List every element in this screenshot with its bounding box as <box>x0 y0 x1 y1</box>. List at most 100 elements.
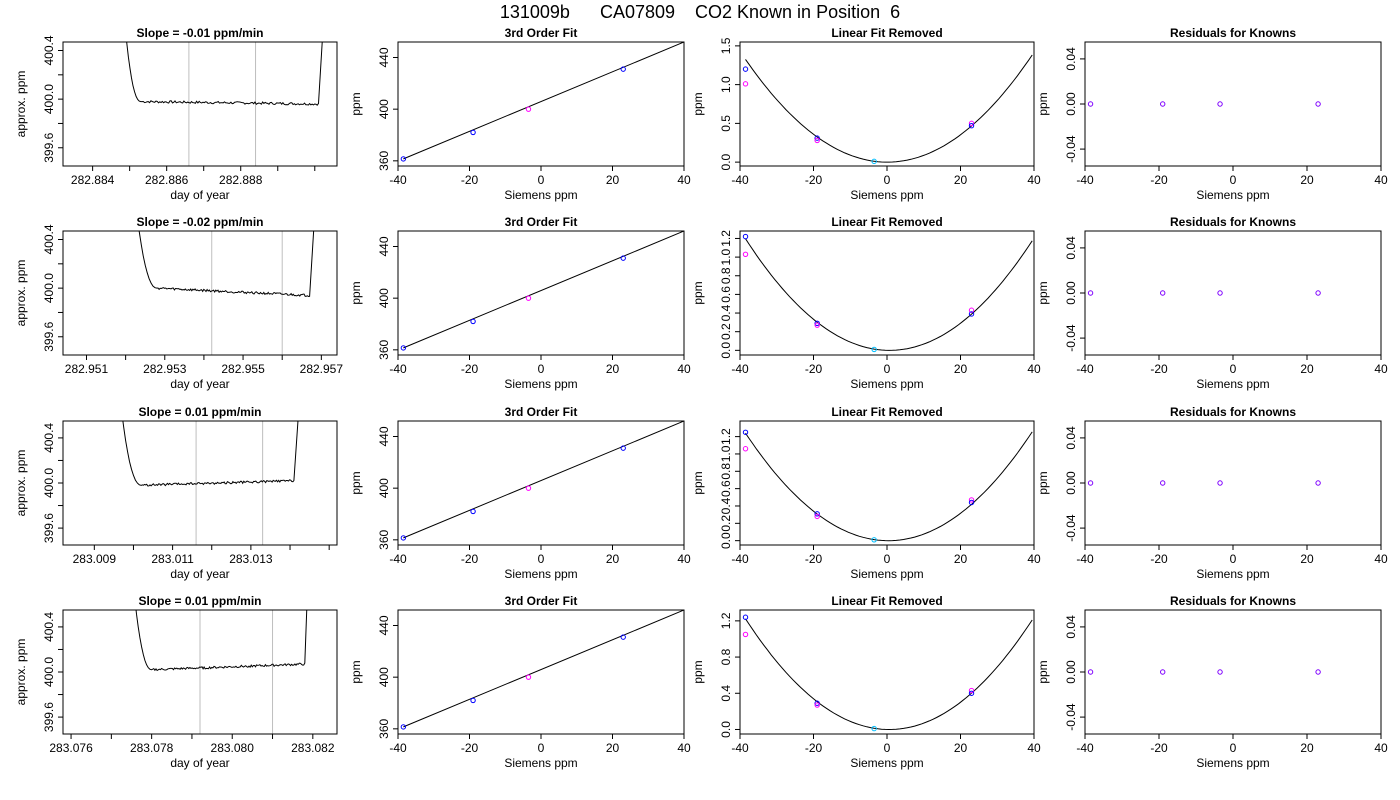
panel-title: Linear Fit Removed <box>831 215 942 229</box>
panel-fit-1: -40 -20 0 20 40 360 400 440 3rd Order Fit Siemens… <box>349 26 691 202</box>
x-axis-label: Siemens ppm <box>1196 567 1269 581</box>
fit-curve <box>745 238 1033 351</box>
y-tick-label: 0.00 <box>1064 92 1078 116</box>
x-axis-label: day of year <box>170 567 229 581</box>
x-tick-label: 0 <box>884 173 891 187</box>
y-axis-label: ppm <box>349 471 363 494</box>
y-axis-label: ppm <box>1036 92 1050 115</box>
data-point <box>968 120 975 127</box>
x-tick-label: 0 <box>538 552 545 566</box>
x-axis-label: Siemens ppm <box>504 377 577 391</box>
x-tick-label: 40 <box>1027 362 1041 376</box>
plot-area <box>742 429 1033 543</box>
panel-title: Residuals for Knowns <box>1170 215 1296 229</box>
y-tick-label: 1.5 <box>719 37 733 54</box>
data-point <box>871 725 877 732</box>
data-point <box>814 320 820 327</box>
data-point <box>400 156 407 162</box>
x-tick-label: -40 <box>1076 552 1094 566</box>
y-tick-label: 440 <box>377 426 391 446</box>
x-axis-label: day of year <box>170 756 229 770</box>
x-tick-label: 20 <box>606 173 620 187</box>
data-point <box>742 251 749 258</box>
x-tick-label: 20 <box>1300 173 1314 187</box>
data-point <box>470 318 476 325</box>
y-axis-label: ppm <box>691 92 705 115</box>
data-point <box>620 634 626 640</box>
data-point <box>968 687 975 694</box>
plot-area <box>1087 290 1321 296</box>
y-tick-label: 400 <box>377 99 391 119</box>
y-tick-label: 0.00 <box>1064 660 1078 684</box>
plot-area <box>742 54 1033 165</box>
panel-resid-3: -40 -20 0 20 40 -0.04 0.00 0.04 Residuals for Kn… <box>1036 405 1388 581</box>
x-tick-label: 40 <box>1374 552 1388 566</box>
data-point <box>1160 480 1166 486</box>
panel-fit-2: -40 -20 0 20 40 360 400 440 3rd Order Fit Siemens… <box>349 215 691 391</box>
y-tick-label: 0.8 <box>719 267 733 284</box>
x-tick-label: 40 <box>1374 173 1388 187</box>
data-point <box>814 511 820 517</box>
plot-frame <box>397 420 685 546</box>
panel-slope-2: 282.951 282.953 282.955 282.957 399.6 400.0 40… <box>14 215 344 391</box>
y-tick-label: 0.8 <box>719 463 733 480</box>
panel-slope-1: 282.884 282.886 282.888 399.6 400.0 400.4 Slop… <box>14 26 338 202</box>
x-axis-label: day of year <box>170 377 229 391</box>
y-tick-label: 399.6 <box>42 132 56 162</box>
panel-linear-4: -40 -20 0 20 40 0.0 0.4 0.8 1.2 Linear Fit Remove… <box>691 594 1041 770</box>
panel-title: Slope = -0.02 ppm/min <box>136 215 263 229</box>
data-point <box>1217 669 1223 675</box>
x-tick-label: 20 <box>1300 362 1314 376</box>
x-tick-label: 20 <box>954 362 968 376</box>
data-point <box>470 508 476 515</box>
y-tick-label: 0.4 <box>719 304 733 321</box>
plot-frame <box>1084 41 1382 167</box>
panel-title: 3rd Order Fit <box>505 215 578 229</box>
plot-frame <box>397 230 685 356</box>
y-tick-label: 0.6 <box>719 286 733 303</box>
x-tick-label: 40 <box>677 173 691 187</box>
panel-title: 3rd Order Fit <box>505 26 578 40</box>
x-tick-label: -40 <box>1076 741 1094 755</box>
x-axis-label: Siemens ppm <box>850 756 923 770</box>
y-tick-label: 0.0 <box>719 532 733 549</box>
plot-area <box>742 233 1033 353</box>
y-axis-label: ppm <box>691 281 705 304</box>
y-tick-label: 360 <box>377 151 391 171</box>
x-tick-label: 20 <box>954 173 968 187</box>
y-tick-label: 0.5 <box>719 115 733 132</box>
data-point <box>1315 480 1321 486</box>
x-axis-label: Siemens ppm <box>850 567 923 581</box>
data-point <box>525 106 532 112</box>
data-point <box>620 66 626 72</box>
y-tick-label: 360 <box>377 719 391 739</box>
plot-area <box>122 421 299 545</box>
data-point <box>1160 101 1166 107</box>
y-axis-label: ppm <box>349 281 363 304</box>
plot-area <box>138 231 315 355</box>
x-tick-label: -20 <box>1150 362 1168 376</box>
data-point <box>742 81 749 87</box>
x-axis-label: Siemens ppm <box>1196 377 1269 391</box>
x-tick-label: -40 <box>731 362 749 376</box>
x-tick-label: 282.888 <box>219 173 263 187</box>
x-tick-label: 20 <box>1300 552 1314 566</box>
data-point <box>620 255 626 261</box>
y-tick-label: 1.2 <box>719 612 733 629</box>
y-tick-label: 1.2 <box>719 428 733 445</box>
panel-linear-1: -40 -20 0 20 40 0.0 0.5 1.0 1.5 Linear Fit Remove… <box>691 26 1041 202</box>
x-tick-label: -20 <box>805 552 823 566</box>
y-axis-label: ppm <box>1036 471 1050 494</box>
y-tick-label: 400.0 <box>42 468 56 498</box>
panel-title: Slope = -0.01 ppm/min <box>136 26 263 40</box>
y-tick-label: 1.2 <box>719 230 733 247</box>
x-tick-label: -20 <box>1150 741 1168 755</box>
x-tick-label: 282.957 <box>300 362 344 376</box>
x-axis-label: Siemens ppm <box>850 377 923 391</box>
plot-frame <box>739 41 1035 167</box>
y-tick-label: 400 <box>377 478 391 498</box>
data-point <box>1087 290 1094 296</box>
data-point <box>968 123 975 129</box>
data-point <box>620 445 626 451</box>
